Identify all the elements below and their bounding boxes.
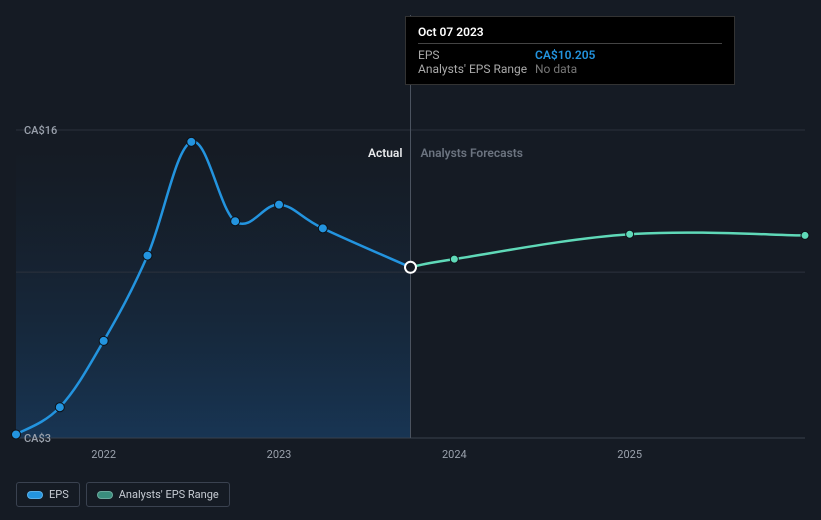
x-axis-tick: 2025 xyxy=(617,448,642,461)
y-axis-label: CA$16 xyxy=(24,124,57,137)
tooltip-date: Oct 07 2023 xyxy=(418,25,722,44)
region-label-forecast: Analysts Forecasts xyxy=(421,146,523,160)
tooltip-label: Analysts' EPS Range xyxy=(418,62,535,76)
eps-chart: Oct 07 2023 EPS CA$10.205 Analysts' EPS … xyxy=(0,0,821,520)
tooltip-value: CA$10.205 xyxy=(535,48,595,62)
chart-tooltip: Oct 07 2023 EPS CA$10.205 Analysts' EPS … xyxy=(405,16,735,85)
legend-item-range[interactable]: Analysts' EPS Range xyxy=(86,482,230,507)
legend-label: EPS xyxy=(49,488,69,501)
tooltip-label: EPS xyxy=(418,48,535,62)
chart-legend: EPS Analysts' EPS Range xyxy=(16,482,230,507)
tooltip-value: No data xyxy=(535,62,577,76)
legend-swatch-icon xyxy=(97,491,113,499)
legend-item-eps[interactable]: EPS xyxy=(16,482,80,507)
y-axis-label: CA$3 xyxy=(24,432,51,445)
region-label-actual: Actual xyxy=(361,146,403,160)
x-axis-tick: 2023 xyxy=(267,448,292,461)
legend-swatch-icon xyxy=(27,491,43,499)
tooltip-row-range: Analysts' EPS Range No data xyxy=(418,62,722,76)
tooltip-row-eps: EPS CA$10.205 xyxy=(418,48,722,62)
x-axis-tick: 2022 xyxy=(91,448,116,461)
x-axis-tick: 2024 xyxy=(442,448,467,461)
legend-label: Analysts' EPS Range xyxy=(119,488,219,501)
